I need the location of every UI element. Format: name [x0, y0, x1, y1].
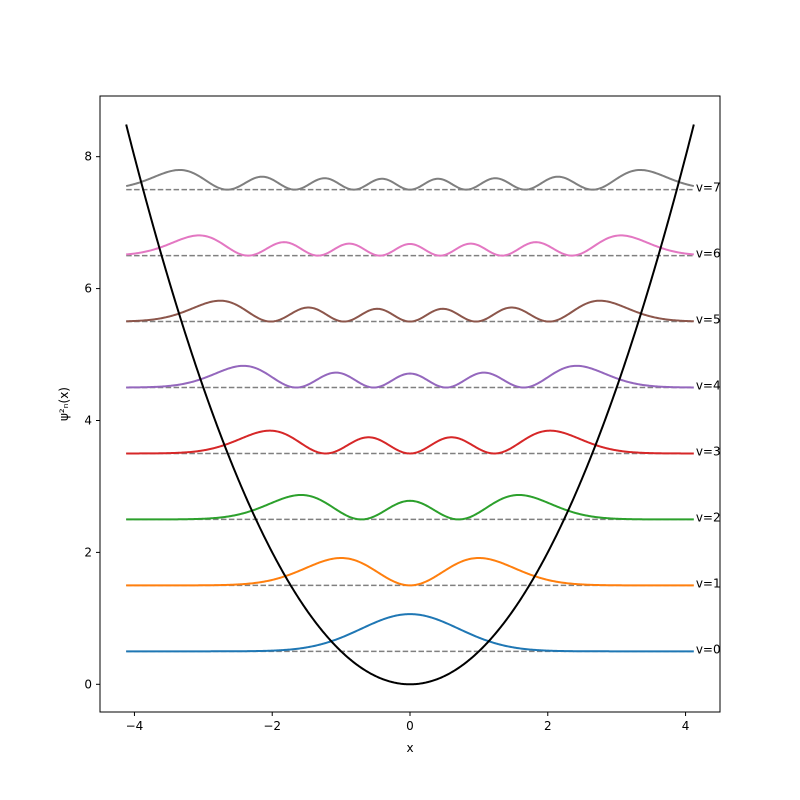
level-label-5: v=5	[696, 313, 721, 327]
level-label-6: v=6	[696, 247, 721, 261]
level-label-2: v=2	[696, 510, 721, 524]
y-tick-label: 4	[84, 413, 92, 427]
level-label-0: v=0	[696, 642, 721, 656]
density-curve-0	[126, 613, 694, 653]
density-curve-7	[125, 168, 695, 191]
x-tick-label: 2	[544, 719, 552, 733]
y-tick-label: 0	[84, 677, 92, 691]
density-curve-4	[126, 364, 694, 389]
axes-frame	[99, 95, 721, 713]
level-label-7: v=7	[696, 181, 721, 195]
y-tick-label: 6	[84, 282, 92, 296]
y-axis: 0 2 4 6 8	[84, 150, 100, 691]
density-curve-5	[126, 299, 694, 323]
y-tick-label: 2	[84, 545, 92, 559]
x-tick-label: −2	[263, 719, 281, 733]
density-curve-3	[126, 429, 694, 455]
level-label-1: v=1	[696, 576, 721, 590]
x-tick-label: 4	[682, 719, 690, 733]
level-label-4: v=4	[696, 379, 721, 393]
level-label-3: v=3	[696, 444, 721, 458]
x-tick-label: −4	[126, 719, 144, 733]
density-curve-1	[126, 556, 694, 587]
plot-area: v=0 v=1 v=2 v=3 v=4 v=5 v=6 v=7	[125, 124, 721, 686]
x-axis: −4 −2 0 2 4	[126, 712, 690, 733]
potential-curve	[125, 124, 695, 686]
y-tick-label: 8	[84, 150, 92, 164]
x-tick-label: 0	[406, 719, 414, 733]
y-axis-label: ψ²ₙ(x)	[57, 387, 71, 421]
density-curve-6	[126, 234, 694, 257]
x-axis-label: x	[406, 741, 413, 755]
density-curve-2	[126, 493, 694, 521]
